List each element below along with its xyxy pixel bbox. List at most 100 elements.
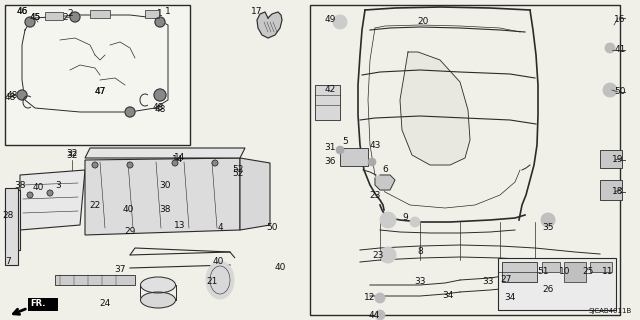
Text: 38: 38	[159, 205, 171, 214]
Circle shape	[154, 89, 166, 101]
Ellipse shape	[141, 292, 175, 308]
Text: 13: 13	[174, 220, 186, 229]
Text: 42: 42	[324, 85, 335, 94]
Text: 47: 47	[94, 87, 106, 97]
Text: 50: 50	[266, 223, 278, 233]
Circle shape	[70, 12, 80, 22]
Text: 48: 48	[6, 91, 18, 100]
Text: 33: 33	[414, 277, 426, 286]
Text: 3: 3	[55, 180, 61, 189]
Text: 2: 2	[62, 13, 68, 22]
Text: 40: 40	[32, 183, 44, 193]
Text: 43: 43	[369, 140, 381, 149]
Bar	[28, 298, 58, 311]
Text: 51: 51	[537, 268, 548, 276]
Text: 18: 18	[612, 188, 624, 196]
Text: 31: 31	[324, 143, 336, 153]
Circle shape	[605, 43, 615, 53]
Circle shape	[155, 17, 165, 27]
Circle shape	[410, 217, 420, 227]
Text: 48: 48	[154, 106, 166, 115]
Bar	[564, 262, 586, 282]
Bar	[90, 10, 110, 18]
Text: 40: 40	[275, 263, 285, 273]
Text: 22: 22	[90, 201, 100, 210]
Bar	[340, 148, 368, 166]
Text: 49: 49	[324, 15, 336, 25]
Text: 45: 45	[29, 13, 41, 22]
Text: 26: 26	[542, 285, 554, 294]
Bar	[310, 5, 620, 315]
Text: 44: 44	[369, 311, 380, 320]
Text: SJCAB4011B: SJCAB4011B	[589, 308, 632, 314]
Text: 48: 48	[4, 93, 16, 102]
Text: 46: 46	[16, 6, 28, 15]
Text: 10: 10	[559, 268, 571, 276]
Ellipse shape	[141, 277, 175, 293]
Circle shape	[172, 160, 178, 166]
Text: 50: 50	[614, 87, 626, 97]
Text: FR.: FR.	[30, 300, 45, 308]
Polygon shape	[240, 158, 270, 230]
Circle shape	[368, 158, 376, 166]
Bar	[498, 258, 616, 310]
Text: 4: 4	[217, 223, 223, 233]
Text: 29: 29	[124, 228, 136, 236]
Text: 38: 38	[14, 180, 26, 189]
Text: 37: 37	[115, 265, 125, 274]
Text: 28: 28	[3, 211, 13, 220]
Bar	[55, 275, 135, 285]
Text: 46: 46	[16, 7, 28, 17]
Circle shape	[375, 293, 385, 303]
Circle shape	[25, 17, 35, 27]
Ellipse shape	[206, 261, 234, 299]
Text: 32: 32	[67, 149, 77, 158]
Polygon shape	[400, 52, 470, 165]
Text: 14: 14	[174, 154, 186, 163]
Text: 33: 33	[483, 277, 493, 286]
Circle shape	[92, 162, 98, 168]
Bar	[542, 262, 560, 272]
Text: 52: 52	[232, 169, 244, 178]
Text: 34: 34	[442, 292, 454, 300]
Bar	[600, 180, 622, 200]
Text: 30: 30	[159, 180, 171, 189]
Circle shape	[541, 213, 555, 227]
Circle shape	[333, 15, 347, 29]
Circle shape	[212, 160, 218, 166]
Bar	[45, 12, 63, 20]
Circle shape	[603, 83, 617, 97]
Polygon shape	[257, 12, 282, 38]
Text: 32: 32	[67, 151, 77, 161]
Text: 2: 2	[67, 10, 73, 19]
Bar	[502, 262, 537, 282]
Text: 5: 5	[342, 138, 348, 147]
Text: 12: 12	[364, 293, 376, 302]
Polygon shape	[375, 175, 395, 190]
Polygon shape	[20, 170, 85, 230]
Bar	[600, 150, 622, 168]
Circle shape	[380, 212, 396, 228]
Text: 16: 16	[614, 15, 626, 25]
Bar	[145, 10, 159, 18]
Text: 14: 14	[172, 156, 184, 164]
Text: 9: 9	[402, 213, 408, 222]
Circle shape	[27, 192, 33, 198]
Polygon shape	[85, 148, 245, 158]
Circle shape	[17, 90, 27, 100]
Text: 52: 52	[232, 165, 244, 174]
Text: 8: 8	[417, 247, 423, 257]
Circle shape	[336, 146, 344, 154]
Bar	[5, 5, 190, 145]
Text: 11: 11	[602, 268, 614, 276]
Polygon shape	[5, 190, 20, 250]
Circle shape	[47, 190, 53, 196]
Text: 17: 17	[252, 7, 263, 17]
Text: 41: 41	[614, 45, 626, 54]
Text: 19: 19	[612, 156, 624, 164]
Text: 35: 35	[542, 223, 554, 233]
Polygon shape	[5, 188, 18, 265]
Text: 6: 6	[382, 165, 388, 174]
Circle shape	[375, 310, 385, 320]
Text: 27: 27	[500, 276, 512, 284]
